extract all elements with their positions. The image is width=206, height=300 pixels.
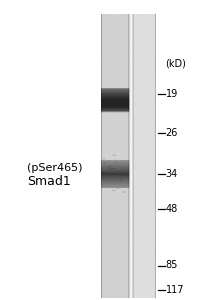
Text: 26: 26 xyxy=(165,128,177,139)
Text: (pSer465): (pSer465) xyxy=(27,163,82,173)
Text: 48: 48 xyxy=(165,203,177,214)
Text: 117: 117 xyxy=(165,285,183,296)
Text: 19: 19 xyxy=(165,89,177,100)
Text: Smad1: Smad1 xyxy=(27,175,70,188)
Text: 85: 85 xyxy=(165,260,177,271)
Text: 34: 34 xyxy=(165,169,177,179)
Text: (kD): (kD) xyxy=(165,58,186,68)
